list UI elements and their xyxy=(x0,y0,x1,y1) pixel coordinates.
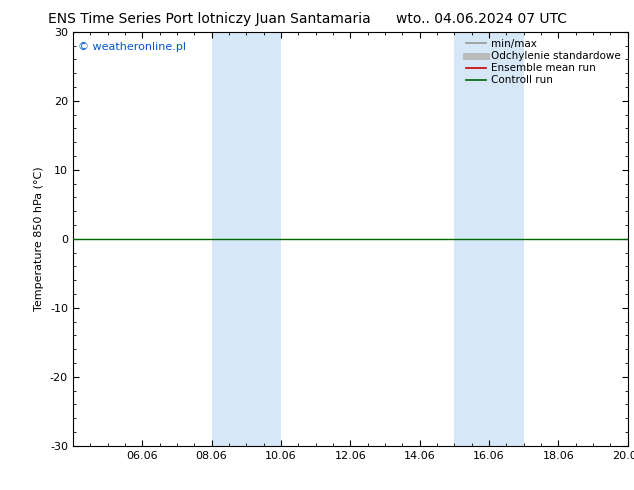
Y-axis label: Temperature 850 hPa (°C): Temperature 850 hPa (°C) xyxy=(34,167,44,311)
Bar xyxy=(455,32,524,446)
Text: © weatheronline.pl: © weatheronline.pl xyxy=(79,42,186,52)
Legend: min/max, Odchylenie standardowe, Ensemble mean run, Controll run: min/max, Odchylenie standardowe, Ensembl… xyxy=(462,35,624,90)
Bar xyxy=(212,32,281,446)
Text: ENS Time Series Port lotniczy Juan Santamaria: ENS Time Series Port lotniczy Juan Santa… xyxy=(48,12,371,26)
Text: wto.. 04.06.2024 07 UTC: wto.. 04.06.2024 07 UTC xyxy=(396,12,567,26)
